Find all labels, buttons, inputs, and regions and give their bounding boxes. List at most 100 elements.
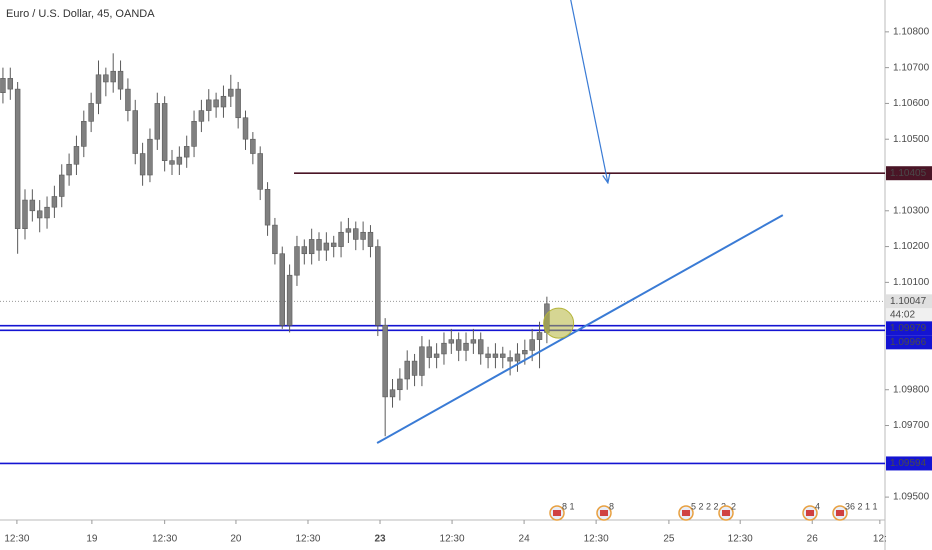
arrow [570, 0, 608, 183]
y-tick-label: 1.10700 [893, 62, 930, 73]
candle-body [103, 74, 109, 83]
candle-body [404, 360, 410, 380]
candle-body [117, 70, 124, 90]
event-label: 8 1 [562, 501, 575, 511]
candle-body [455, 339, 462, 351]
candle-body [316, 239, 322, 251]
candle-body [441, 342, 447, 355]
countdown-box [886, 308, 932, 322]
candle-body [132, 110, 138, 154]
x-tick-label: 12:30 [440, 534, 465, 545]
candle-body [183, 146, 190, 158]
candle-body [492, 353, 499, 358]
candle-body [338, 231, 344, 247]
candle-body [308, 239, 315, 255]
countdown-label: 44:02 [890, 309, 915, 320]
candle-body [125, 88, 131, 111]
event-flag [682, 510, 690, 516]
candle-body [7, 78, 14, 90]
event-flag [806, 510, 814, 516]
last-price-label: 1.10047 [890, 296, 927, 307]
candle-body [73, 146, 80, 165]
highlight-circle [543, 307, 575, 339]
y-tick-label: 1.10100 [893, 277, 930, 288]
y-tick-label: 1.10200 [893, 241, 930, 252]
candle-body [353, 228, 359, 240]
x-tick-label: 12:30 [4, 534, 29, 545]
candle-body [36, 210, 43, 219]
candle-body [397, 378, 403, 391]
candle-body [389, 389, 396, 398]
x-tick-label: 12:30 [152, 534, 177, 545]
candle-body [161, 103, 168, 161]
event-flag [836, 510, 844, 516]
candle-body [191, 121, 197, 147]
candle-body [51, 196, 58, 208]
candle-body [272, 224, 278, 255]
level-box [886, 335, 932, 350]
x-tick-label: 12:30 [584, 534, 609, 545]
candle-body [419, 346, 425, 376]
last-price-box [886, 294, 932, 309]
candle-body [264, 189, 271, 226]
candle-body [529, 339, 535, 351]
level-box [886, 456, 932, 471]
candle-body [139, 153, 146, 176]
trendline [376, 214, 784, 444]
x-tick-label: 19 [86, 534, 98, 545]
candle-body [22, 199, 28, 229]
level-label: 1.10405 [890, 168, 927, 179]
y-tick-label: 1.09500 [893, 492, 930, 503]
candle-body [88, 103, 94, 122]
candle-body [500, 353, 506, 358]
x-tick-label: 12:30 [295, 534, 320, 545]
candle-body [228, 88, 234, 97]
candle-body [59, 174, 65, 197]
y-tick-label: 1.09700 [893, 420, 930, 431]
candle-body [323, 242, 330, 251]
candle-body [448, 339, 455, 344]
event-flag [553, 510, 561, 516]
x-tick-label: 12: [873, 534, 887, 545]
y-tick-label: 1.10800 [893, 26, 930, 37]
candle-body [294, 246, 300, 276]
candle-body [301, 246, 308, 255]
candle-body [375, 246, 381, 326]
y-tick-label: 1.09800 [893, 384, 930, 395]
candle-body [536, 332, 543, 340]
chart-title: Euro / U.S. Dollar, 45, OANDA [6, 8, 155, 20]
candle-body [176, 156, 183, 165]
candle-body [110, 70, 116, 83]
candle-body [0, 78, 6, 93]
event-label: 36 2 1 1 [845, 501, 878, 511]
candle-body [477, 339, 484, 355]
event-flag [722, 510, 730, 516]
level-box [886, 321, 932, 336]
candle-body [257, 153, 263, 190]
candle-body [242, 117, 249, 140]
candle-body [470, 339, 477, 344]
level-label: 1.09966 [890, 337, 927, 348]
candle-body [95, 74, 102, 104]
candle-body [206, 99, 212, 111]
y-tick-label: 1.10300 [893, 205, 930, 216]
candle-body [250, 138, 256, 154]
y-tick-label: 1.10600 [893, 98, 930, 109]
candle-body [330, 242, 337, 247]
candle-body [507, 357, 513, 362]
candle-body [81, 121, 87, 147]
event-label: 4 [815, 501, 820, 511]
candle-body [485, 353, 491, 358]
candle-body [44, 206, 50, 219]
candle-body [426, 346, 432, 358]
level-label: 1.09594 [890, 458, 927, 469]
candle-body [213, 99, 219, 108]
x-tick-label: 20 [230, 534, 242, 545]
candle-body [411, 360, 418, 376]
candle-body [235, 88, 241, 119]
candle-body [286, 274, 293, 326]
level-box [886, 166, 932, 181]
level-label: 1.09979 [890, 323, 927, 334]
candle-body [367, 231, 374, 247]
candle-body [360, 231, 366, 240]
